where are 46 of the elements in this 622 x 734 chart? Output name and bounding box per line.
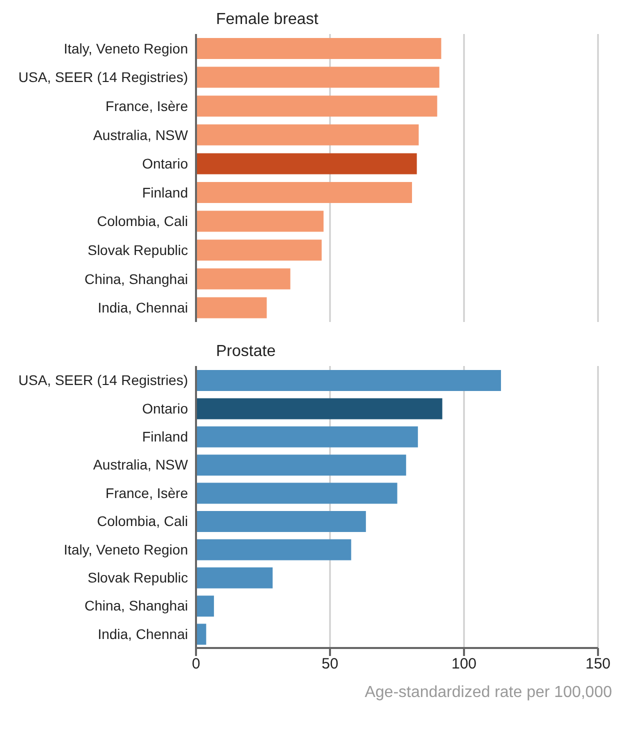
y-tick-label: China, Shanghai <box>84 270 188 287</box>
bar <box>196 268 290 290</box>
bar <box>196 153 417 174</box>
bar <box>196 66 440 88</box>
y-tick-label: Australia, NSW <box>93 126 189 143</box>
bar <box>196 398 442 420</box>
y-tick-label: France, Isère <box>106 98 188 114</box>
y-tick-label: Ontario <box>142 156 188 172</box>
bar <box>196 511 366 532</box>
y-tick-label: Slovak Republic <box>88 569 188 586</box>
bar <box>196 596 214 617</box>
y-tick-label: China, Shanghai <box>84 598 188 614</box>
y-tick-label: Australia, NSW <box>93 456 189 473</box>
bar <box>196 482 398 504</box>
bar <box>196 567 273 588</box>
y-tick-label: Italy, Veneto Region <box>64 40 188 56</box>
bar <box>196 539 352 560</box>
y-tick-label: Colombia, Cali <box>96 513 188 530</box>
bar <box>196 210 324 232</box>
bar <box>196 124 419 146</box>
bar <box>196 240 322 261</box>
y-tick-label: USA, SEER (14 Registries) <box>18 372 188 388</box>
y-tick-label: France, Isère <box>106 484 188 501</box>
chart-title: Prostate <box>216 342 277 362</box>
y-tick-label: India, Chennai <box>98 300 188 316</box>
bar <box>196 96 438 117</box>
bar <box>196 454 406 476</box>
y-tick-label: Italy, Veneto Region <box>64 541 188 558</box>
x-tick-label: 150 <box>585 656 611 673</box>
chart-title: Female breast <box>216 10 320 30</box>
bar <box>196 370 501 391</box>
x-tick-label: 100 <box>451 656 477 673</box>
bar <box>196 426 418 448</box>
y-tick-label: Slovak Republic <box>88 242 188 258</box>
bar <box>196 297 267 318</box>
bar <box>196 38 442 59</box>
y-tick-label: Ontario <box>142 400 188 416</box>
y-tick-label: Finland <box>142 428 188 444</box>
y-tick-label: Finland <box>142 184 188 200</box>
y-tick-label: India, Chennai <box>98 626 188 642</box>
y-tick-label: USA, SEER (14 Registries) <box>18 69 188 86</box>
x-axis-title: Age-standardized rate per 100,000 <box>364 684 613 702</box>
y-tick-label: Colombia, Cali <box>96 213 188 230</box>
x-tick-label: 50 <box>322 656 338 673</box>
bar <box>196 182 412 203</box>
x-tick-label: 0 <box>192 656 200 673</box>
